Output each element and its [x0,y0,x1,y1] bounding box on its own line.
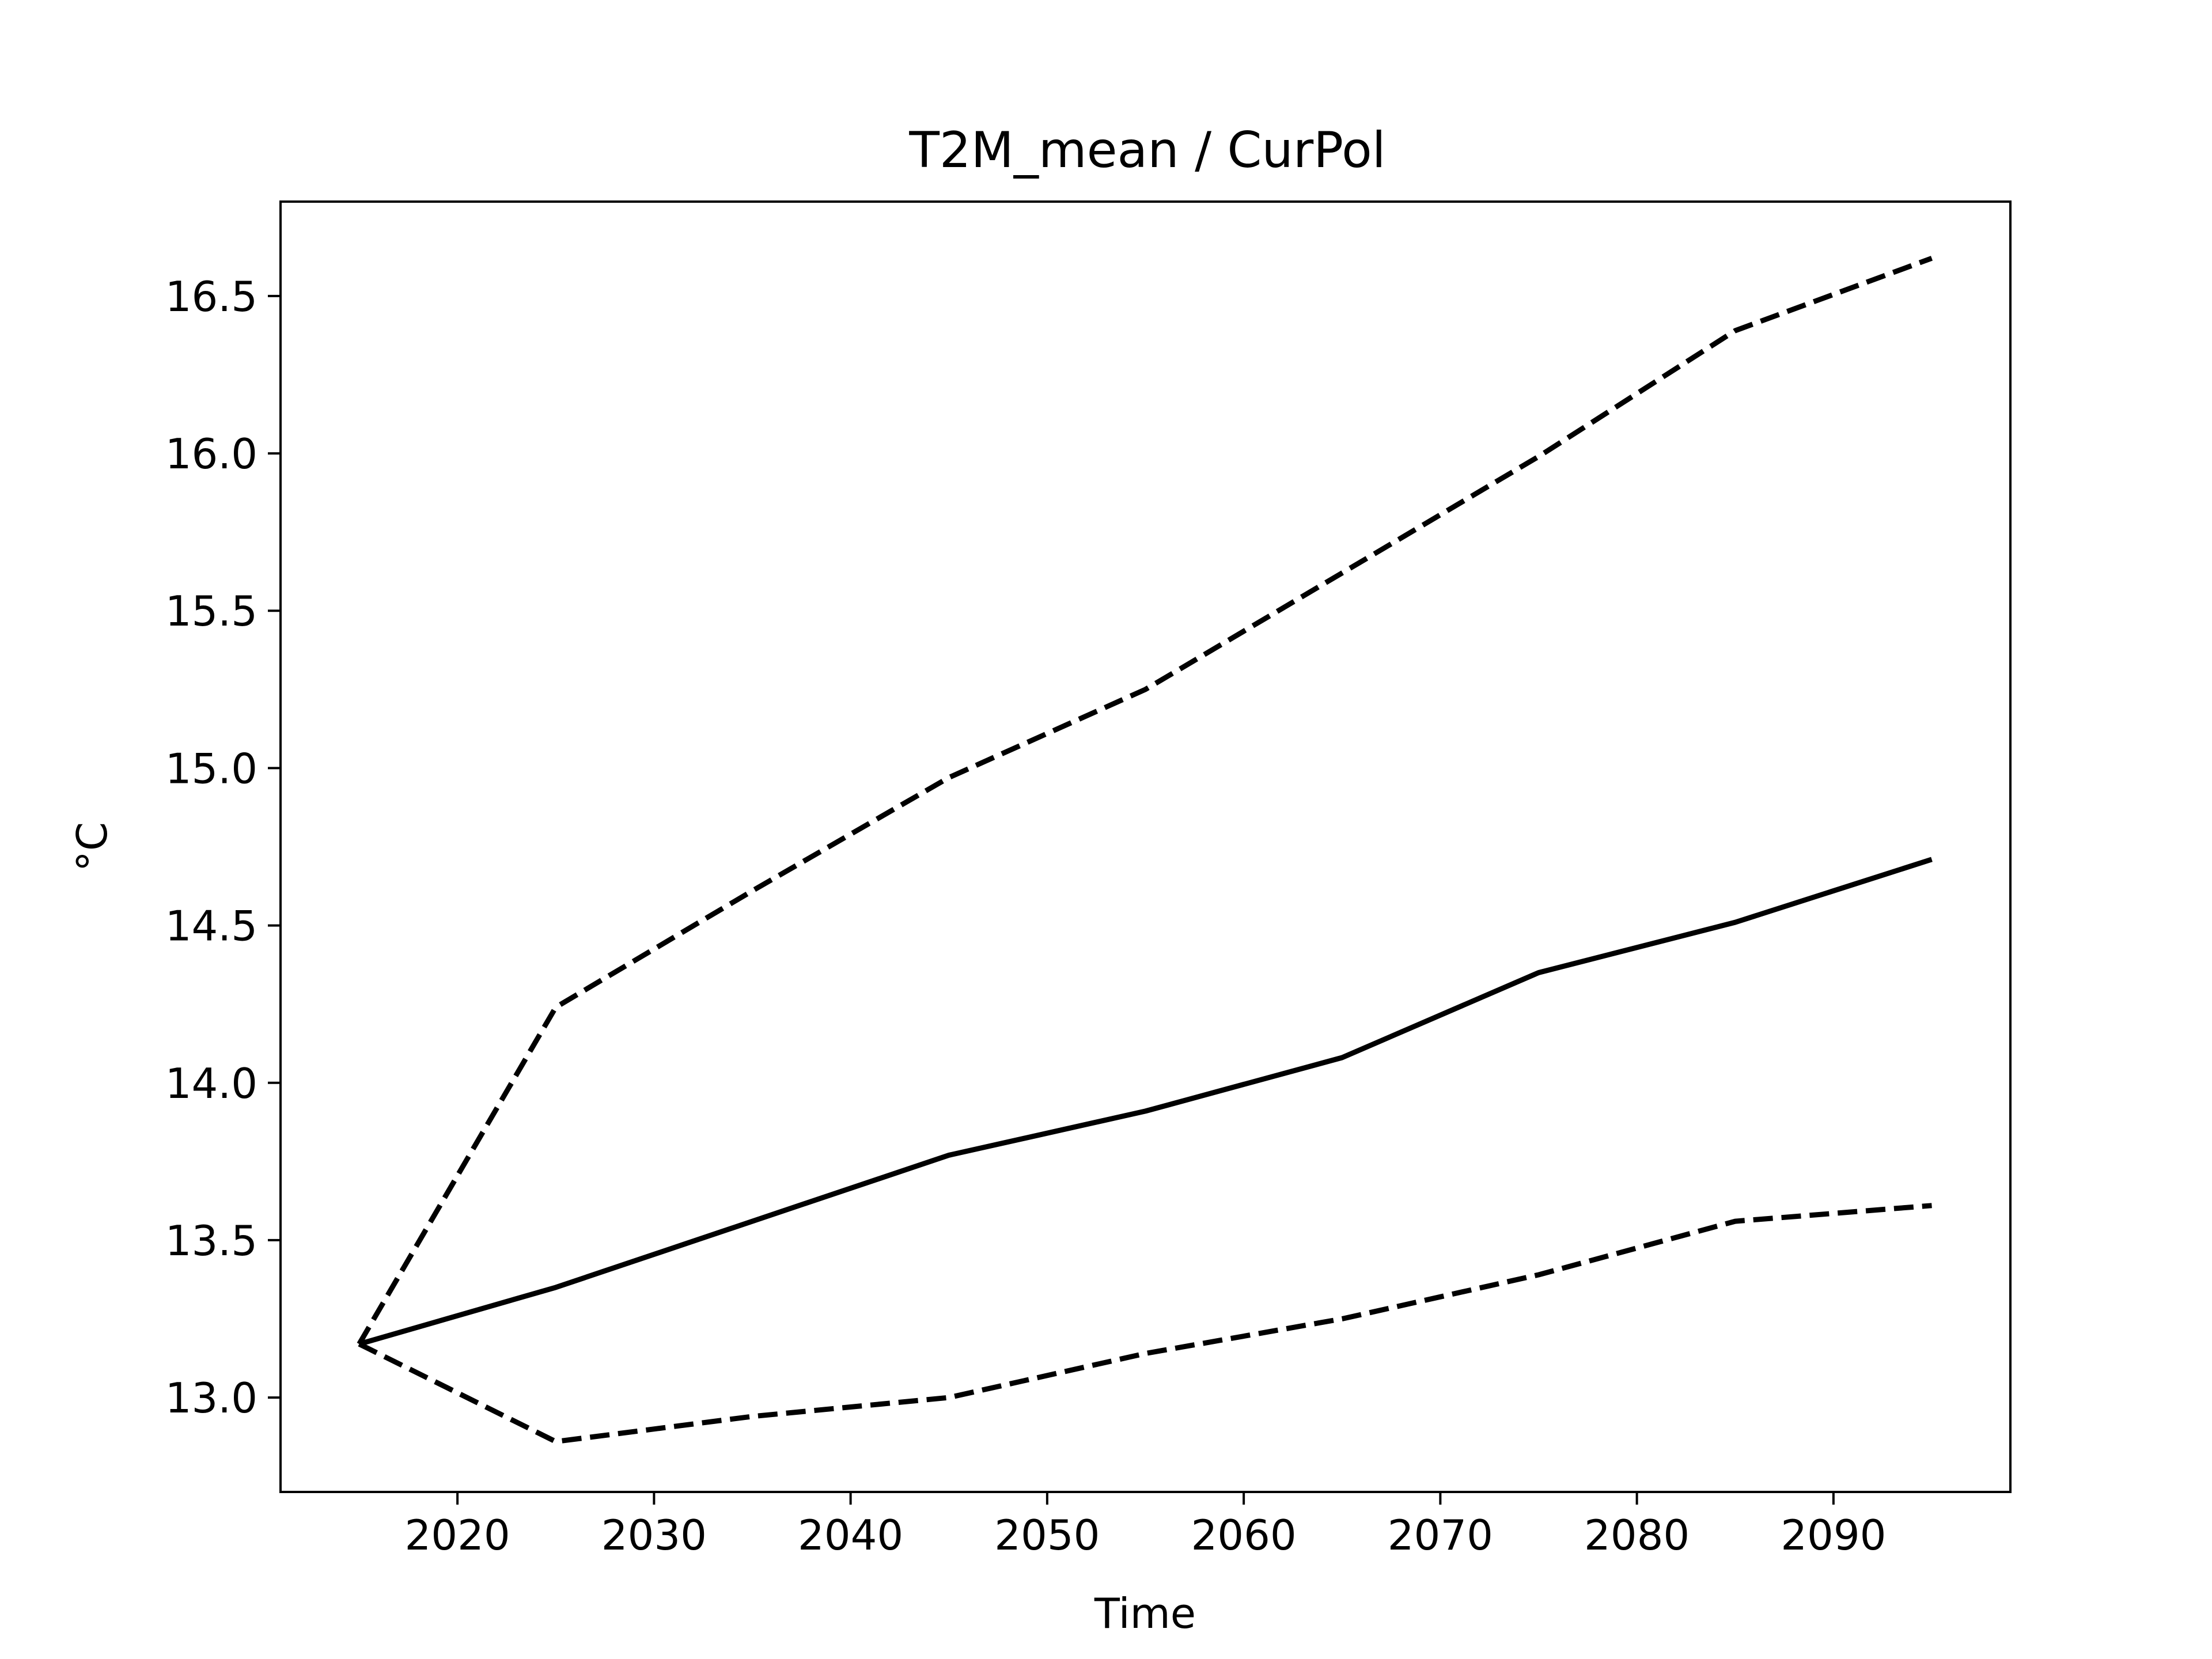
x-tick-label: 2060 [1191,1511,1297,1559]
series-line-1-solid [358,857,1933,1347]
x-axis: 2020 2030 2040 2050 2060 2070 2080 2090 [405,1492,1886,1559]
y-axis: 13.0 13.5 14.0 14.5 15.0 15.5 16.0 16.5 [165,272,281,1422]
y-tick-label: 14.5 [165,902,257,950]
x-tick-label: 2050 [994,1511,1100,1559]
y-tick-label: 15.0 [165,744,257,793]
y-axis-label: °C [68,822,116,872]
series-line-3-dashed [358,1203,1932,1445]
series-line-2-dashed [357,256,1933,1346]
x-tick-label: 2090 [1781,1511,1886,1559]
x-tick-label: 2020 [405,1511,510,1559]
chart-title: T2M_mean / CurPol [908,122,1385,179]
plot-area-frame [279,200,2012,1493]
y-tick-label: 16.0 [165,430,257,478]
x-tick-label: 2030 [601,1511,707,1559]
x-tick-label: 2070 [1388,1511,1493,1559]
y-tick-label: 13.5 [165,1217,257,1265]
series-layer [357,256,1933,1445]
x-tick-label: 2040 [798,1511,903,1559]
y-tick-label: 16.5 [165,272,257,321]
x-axis-label: Time [1094,1589,1196,1638]
y-tick-label: 15.5 [165,587,257,635]
y-tick-label: 13.0 [165,1374,257,1422]
y-tick-label: 14.0 [165,1059,257,1108]
x-tick-label: 2080 [1584,1511,1690,1559]
